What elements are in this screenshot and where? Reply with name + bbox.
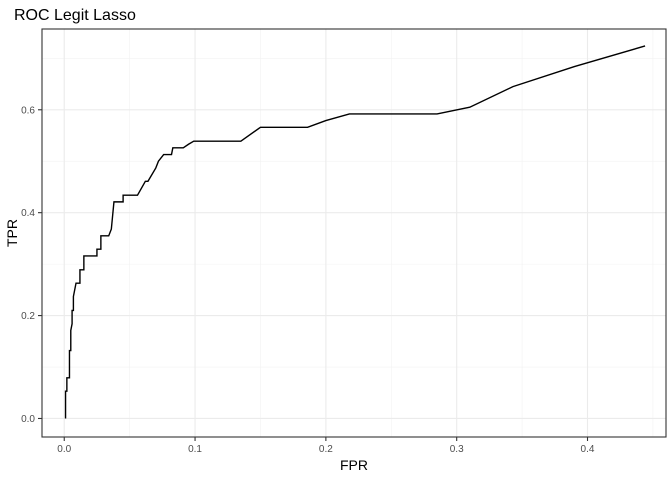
y-tick-label: 0.6	[21, 105, 35, 116]
x-tick-label: 0.4	[581, 444, 595, 455]
major-gridlines	[42, 29, 666, 437]
plot-border	[41, 28, 667, 438]
y-axis: 0.0 0.2 0.4 0.6	[21, 105, 42, 425]
x-tick-label: 0.3	[450, 444, 464, 455]
roc-curve-line	[64, 45, 646, 419]
y-tick-label: 0.0	[21, 414, 35, 425]
x-axis-title: FPR	[340, 457, 368, 473]
chart-title: ROC Legit Lasso	[14, 7, 136, 24]
x-tick-label: 0.0	[57, 444, 71, 455]
y-tick-label: 0.4	[21, 208, 35, 219]
y-tick-label: 0.2	[21, 311, 35, 322]
minor-gridlines	[42, 29, 666, 437]
x-axis: 0.0 0.1 0.2 0.3 0.4	[57, 437, 595, 455]
x-tick-label: 0.2	[319, 444, 333, 455]
y-axis-title: TPR	[4, 219, 20, 247]
plot-background	[42, 29, 666, 437]
plot-area	[41, 28, 667, 438]
x-tick-label: 0.1	[188, 444, 202, 455]
